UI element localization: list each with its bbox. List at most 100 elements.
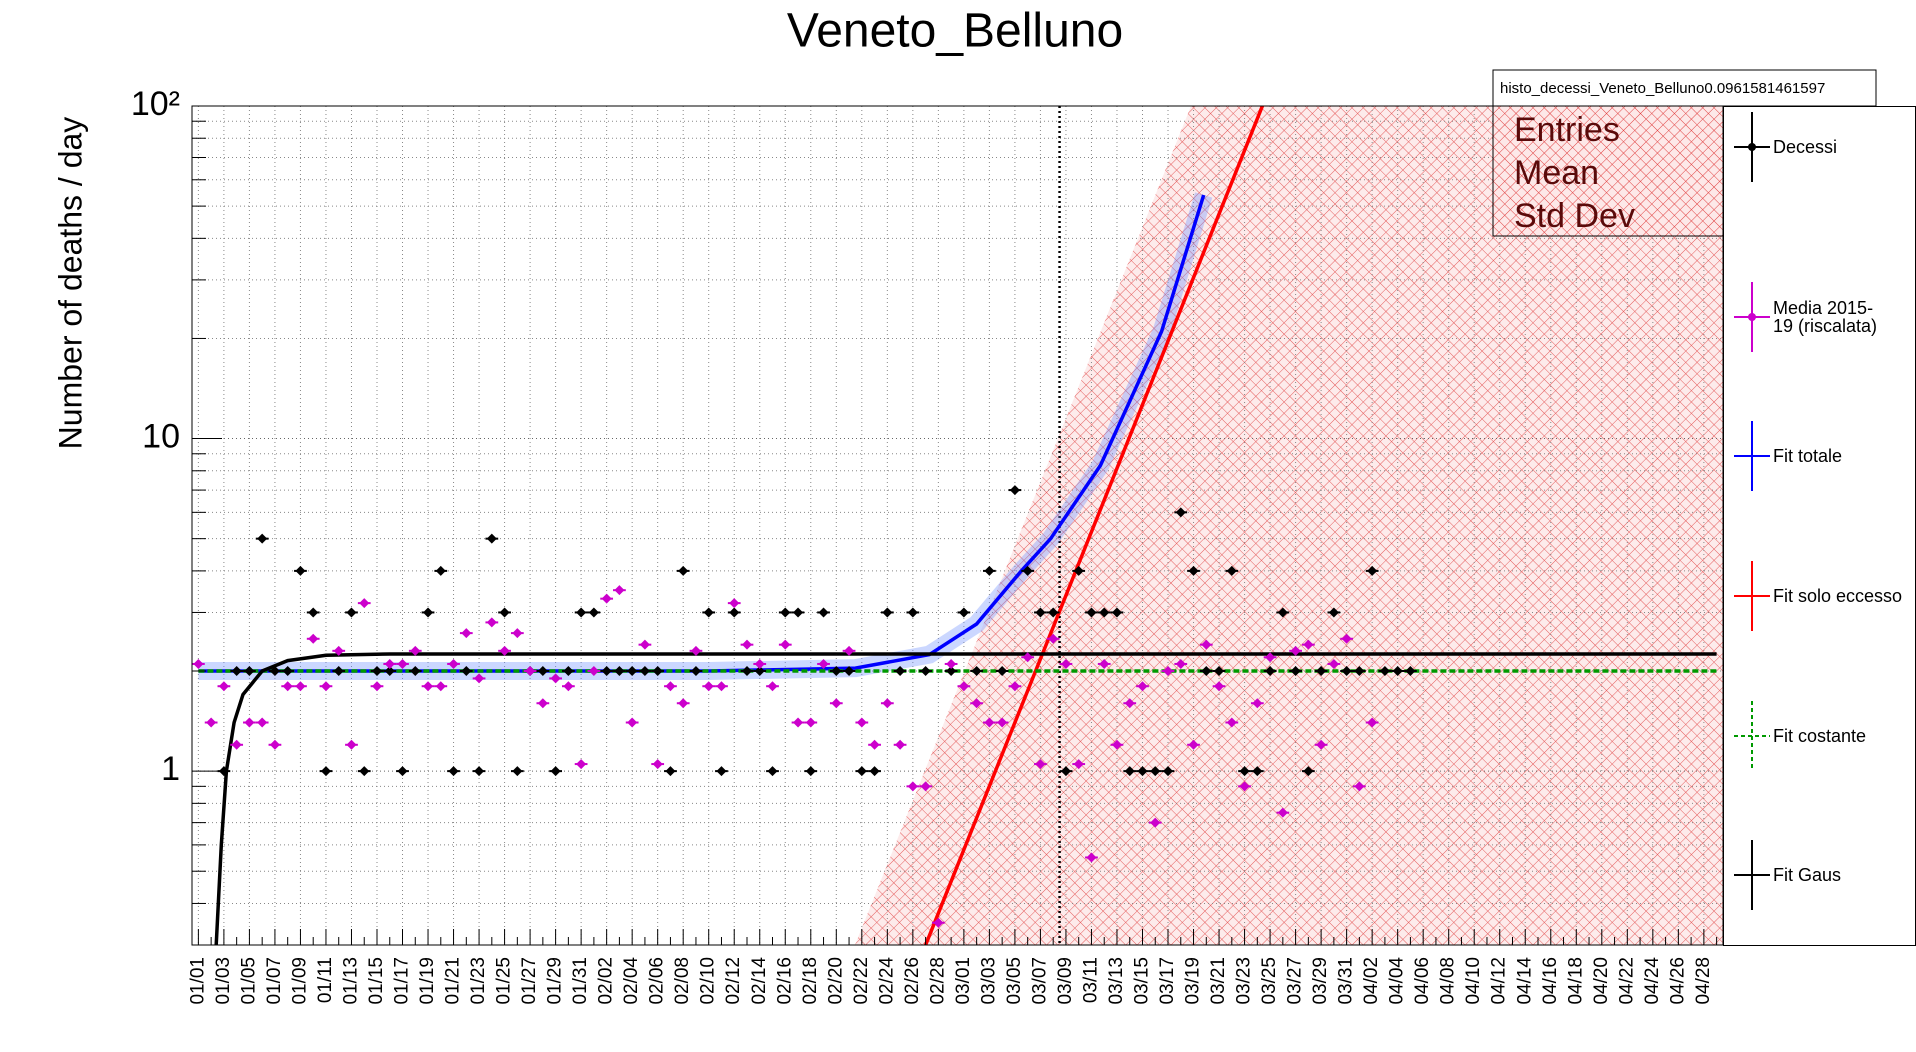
data-point <box>1341 633 1352 644</box>
y-tick-label: 10² <box>131 85 180 123</box>
data-point <box>359 766 370 777</box>
x-tick-label: 04/14 <box>1514 957 1535 1005</box>
data-point <box>333 666 344 677</box>
y-tick-label: 10 <box>142 418 180 456</box>
plot-layer <box>192 106 1723 945</box>
data-point <box>1328 658 1339 669</box>
x-tick-label: 03/31 <box>1336 957 1357 1005</box>
data-point <box>269 666 280 677</box>
data-point <box>1328 607 1339 618</box>
x-tick-label: 03/11 <box>1080 957 1101 1003</box>
legend-entry: Media 2015-19 (riscalata) <box>1724 277 1915 357</box>
data-point <box>1175 507 1186 518</box>
data-point <box>1239 781 1250 792</box>
data-point <box>346 607 357 618</box>
data-point <box>435 565 446 576</box>
data-point <box>384 658 395 669</box>
legend-label: Media 2015-19 (riscalata) <box>1773 297 1878 336</box>
x-tick-label: 03/07 <box>1029 957 1050 1005</box>
data-point <box>1265 666 1276 677</box>
data-point <box>1086 607 1097 618</box>
data-point <box>1137 766 1148 777</box>
data-point <box>423 607 434 618</box>
data-point <box>856 717 867 728</box>
x-tick-label: 01/15 <box>366 957 387 1005</box>
x-tick-label: 04/16 <box>1540 957 1561 1005</box>
data-point <box>882 698 893 709</box>
data-point <box>1150 817 1161 828</box>
data-point <box>652 759 663 770</box>
data-point <box>295 565 306 576</box>
data-point <box>958 681 969 692</box>
data-point <box>754 658 765 669</box>
data-point <box>1022 565 1033 576</box>
data-point <box>627 666 638 677</box>
data-point <box>856 766 867 777</box>
data-point <box>984 565 995 576</box>
x-tick-label: 02/08 <box>672 957 693 1005</box>
data-point <box>231 739 242 750</box>
legend-label: Fit totale <box>1773 446 1843 467</box>
data-point <box>729 607 740 618</box>
data-point <box>703 607 714 618</box>
legend-entry: Fit solo eccesso <box>1724 556 1915 636</box>
data-point <box>1099 658 1110 669</box>
data-point <box>780 607 791 618</box>
data-point <box>371 681 382 692</box>
x-tick-label: 04/04 <box>1387 957 1408 1005</box>
data-point <box>652 666 663 677</box>
data-point <box>844 666 855 677</box>
data-point <box>1035 607 1046 618</box>
data-point <box>1265 652 1276 663</box>
data-point <box>627 717 638 728</box>
data-point <box>1201 666 1212 677</box>
data-point <box>933 917 944 928</box>
data-point <box>1367 717 1378 728</box>
data-point <box>1303 639 1314 650</box>
data-point <box>1048 633 1059 644</box>
data-point <box>678 565 689 576</box>
data-point <box>1073 759 1084 770</box>
data-point <box>474 766 485 777</box>
x-tick-label: 01/17 <box>392 957 413 1005</box>
data-point <box>1214 666 1225 677</box>
legend-symbol <box>1734 421 1770 492</box>
data-point <box>397 658 408 669</box>
x-tick-label: 04/10 <box>1463 957 1484 1005</box>
x-tick-label: 02/28 <box>927 957 948 1005</box>
data-point <box>371 666 382 677</box>
data-point <box>767 766 778 777</box>
data-point <box>499 607 510 618</box>
data-point <box>690 645 701 656</box>
data-point <box>1252 766 1263 777</box>
data-point <box>614 666 625 677</box>
legend-label: Fit costante <box>1773 725 1867 746</box>
data-point <box>1137 681 1148 692</box>
data-point <box>1405 666 1416 677</box>
stats-label: Std Dev <box>1514 197 1635 235</box>
chart-title: Veneto_Belluno <box>787 5 1123 58</box>
data-point <box>218 681 229 692</box>
data-point <box>741 639 752 650</box>
legend-symbol <box>1734 840 1770 911</box>
data-point <box>588 607 599 618</box>
x-tick-label: 01/07 <box>264 957 285 1005</box>
data-point <box>1379 666 1390 677</box>
data-point <box>588 666 599 677</box>
data-point <box>958 607 969 618</box>
x-tick-label: 04/20 <box>1591 957 1612 1005</box>
data-point <box>1009 681 1020 692</box>
x-tick-label: 02/18 <box>800 957 821 1005</box>
data-point <box>448 658 459 669</box>
x-tick-label: 02/14 <box>749 957 770 1005</box>
data-point <box>882 607 893 618</box>
data-point <box>282 681 293 692</box>
stats-label: Entries <box>1514 111 1620 149</box>
data-point <box>1239 766 1250 777</box>
legend-symbol <box>1734 560 1770 631</box>
data-point <box>193 658 204 669</box>
x-tick-label: 03/01 <box>953 957 974 1005</box>
data-point <box>665 766 676 777</box>
data-point <box>295 681 306 692</box>
data-point <box>1124 766 1135 777</box>
